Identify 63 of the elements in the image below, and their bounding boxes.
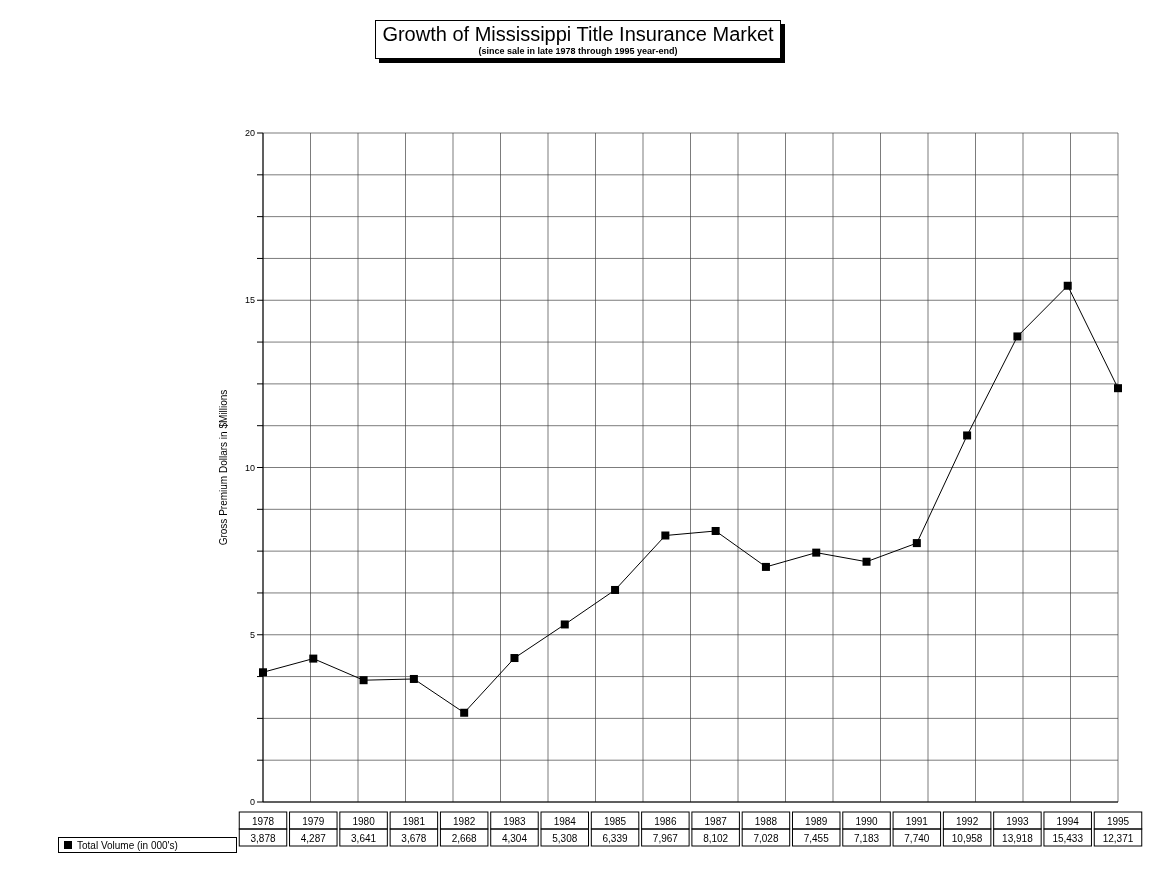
x-tick-label: 1989 [805,815,828,827]
y-tick-label: 15 [244,295,255,306]
y-tick-label: 10 [244,462,255,473]
chart-title: Growth of Mississippi Title Insurance Market [382,23,774,46]
text: 5,308 [552,832,578,844]
text: 7,740 [904,832,930,844]
x-tick-label: 1985 [603,815,627,827]
point [611,585,620,594]
x-tick-label: 1993 [1006,815,1029,827]
text: 7,028 [753,832,779,844]
text: 10,958 [951,832,983,844]
point [359,676,368,685]
x-tick-label: 1995 [1106,815,1130,827]
point [1013,332,1022,341]
x-tick-label: 1983 [503,815,527,827]
y-tick-label: 5 [249,629,255,640]
point [862,557,871,566]
point [761,562,770,571]
point [963,431,972,440]
point [409,674,418,683]
point [661,531,670,540]
point [912,539,921,548]
x-tick-label: 1992 [955,815,979,827]
text: 8,102 [703,832,729,844]
text: 3,878 [250,832,276,844]
point [510,654,519,663]
y-tick-label: 0 [249,797,255,808]
text: 4,287 [300,832,327,844]
point [812,548,821,557]
x-tick-label: 1979 [302,815,325,827]
text: 4,304 [501,832,528,844]
text: 7,455 [803,832,830,844]
text: 13,918 [1002,832,1034,844]
legend-label: Total Volume (in 000's) [77,839,178,851]
text: 7,967 [652,832,679,844]
text: 6,339 [602,832,629,844]
chart-subtitle: (since sale in late 1978 through 1995 year-end) [477,46,679,56]
point [1063,281,1072,290]
x-tick-label: 1981 [402,815,426,827]
text: 3,641 [351,832,377,844]
point [1114,384,1122,393]
point [259,668,267,677]
x-tick-label: 1984 [553,815,577,827]
text: 7,183 [854,832,880,844]
point [460,708,469,717]
y-axis-title: Gross Premium Dollars in $Millions [217,389,229,546]
x-tick-label: 1990 [855,815,879,827]
x-tick-label: 1978 [251,815,275,827]
point [560,620,569,629]
point [711,526,720,535]
text: 12,371 [1102,832,1134,844]
x-tick-label: 1991 [905,815,929,827]
x-tick-label: 1982 [453,815,476,827]
text: 15,433 [1052,832,1084,844]
x-tick-label: 1988 [754,815,778,827]
x-tick-label: 1986 [654,815,677,827]
point [309,654,318,663]
text: 3,678 [401,832,427,844]
x-tick-label: 1994 [1056,815,1080,827]
x-tick-label: 1980 [352,815,376,827]
y-tick-label: 20 [244,128,255,139]
text: 2,668 [451,832,478,844]
x-tick-label: 1987 [704,815,728,827]
